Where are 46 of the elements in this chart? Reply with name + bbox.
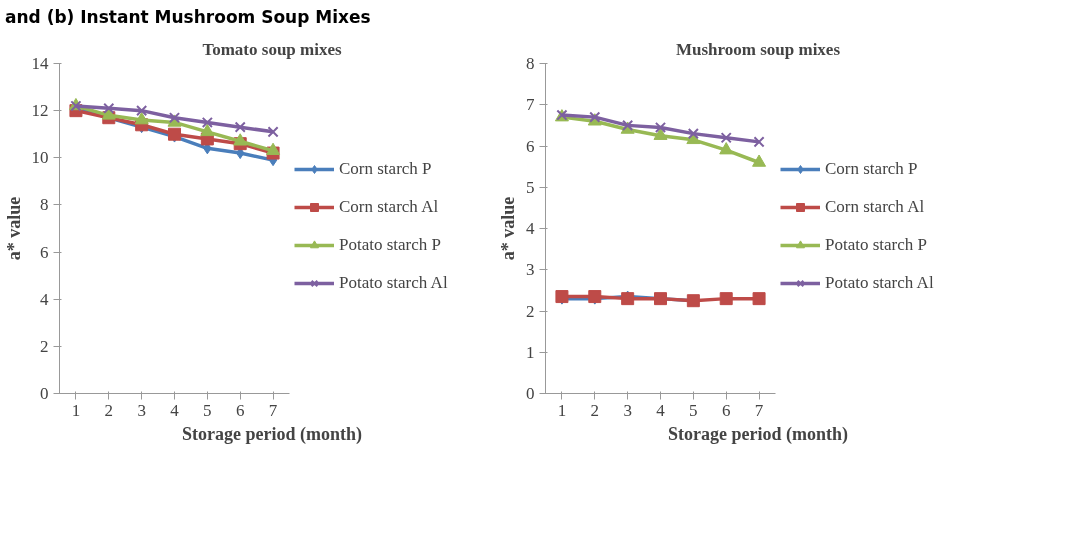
x-tick-label: 1 <box>557 400 567 420</box>
y-tick-label: 8 <box>526 54 535 73</box>
legend-label: Potato starch Al <box>825 273 934 293</box>
x-tick-label: 2 <box>590 400 600 420</box>
y-tick-label: 6 <box>40 242 49 262</box>
x-tick-label: 6 <box>721 400 731 420</box>
x-tick-label: 7 <box>268 400 278 420</box>
y-tick-label: 2 <box>526 301 535 321</box>
y-tick-label: 7 <box>526 95 535 115</box>
x-tick-label: 7 <box>754 400 764 420</box>
chart-title: Tomato soup mixes <box>202 39 342 59</box>
x-axis-title: Storage period (month) <box>668 423 848 445</box>
x-tick-label: 3 <box>623 400 632 420</box>
x-tick-label: 5 <box>689 400 698 420</box>
y-tick-label: 6 <box>526 136 535 156</box>
text: and (b) Instant Mushroom Soup Mixes <box>5 6 371 29</box>
legend-label: Potato starch Al <box>339 273 448 293</box>
x-tick-label: 4 <box>656 400 666 420</box>
y-tick-label: 10 <box>31 148 49 168</box>
y-axis-title: a* value <box>498 196 518 261</box>
y-tick-label: 4 <box>40 289 49 309</box>
x-tick-label: 3 <box>137 400 146 420</box>
y-axis-title: a* value <box>3 196 24 261</box>
x-tick-label: 6 <box>235 400 245 420</box>
x-tick-label: 1 <box>71 400 81 420</box>
legend-label: Corn starch P <box>825 159 918 179</box>
x-tick-label: 4 <box>170 400 180 420</box>
y-tick-label: 12 <box>31 101 49 121</box>
x-tick-label: 2 <box>104 400 114 420</box>
y-tick-label: 8 <box>40 195 49 215</box>
legend-label: Potato starch P <box>825 235 927 255</box>
legend-label: Potato starch P <box>339 235 441 255</box>
legend-label: Corn starch Al <box>825 197 925 217</box>
chart-title: Mushroom soup mixes <box>675 39 841 59</box>
legend-label: Corn starch P <box>339 159 432 179</box>
x-tick-label: 5 <box>203 400 212 420</box>
x-axis-title: Storage period (month) <box>182 423 362 445</box>
y-tick-label: 0 <box>40 384 49 403</box>
y-tick-label: 0 <box>526 384 535 403</box>
y-tick-label: 2 <box>40 336 49 356</box>
y-tick-label: 1 <box>526 342 535 362</box>
y-tick-label: 14 <box>31 54 49 73</box>
legend-label: Corn starch Al <box>339 197 439 217</box>
y-tick-label: 5 <box>526 177 535 197</box>
y-tick-label: 3 <box>526 260 535 280</box>
y-tick-label: 4 <box>526 219 535 238</box>
